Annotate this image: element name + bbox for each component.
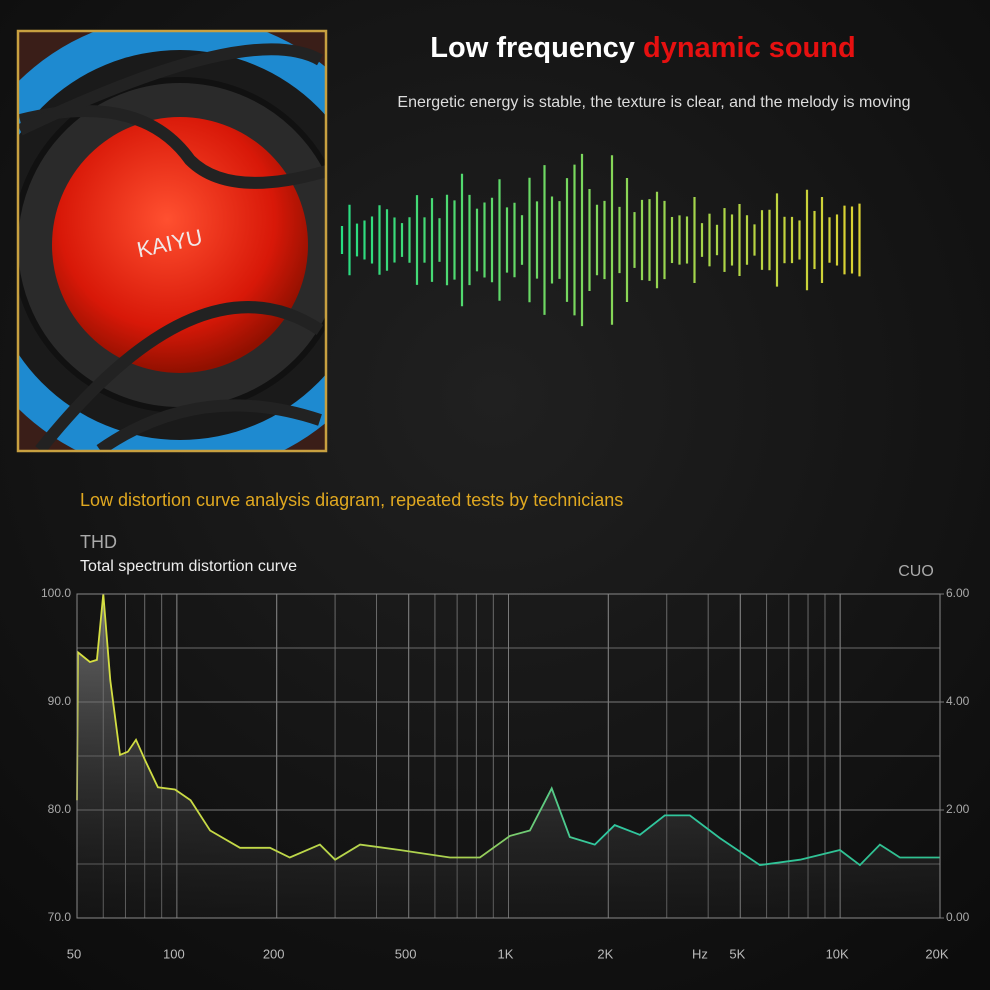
section-title: Low distortion curve analysis diagram, r… bbox=[80, 490, 623, 510]
headline-red: dynamic sound bbox=[643, 32, 856, 64]
waveform bbox=[340, 153, 861, 327]
x-tick-label: 50 bbox=[67, 946, 81, 961]
plot-frame bbox=[76, 593, 941, 919]
x-tick-label: 10K bbox=[826, 946, 849, 961]
y2-axis-label: CUO bbox=[898, 563, 934, 580]
x-tick-label: 1K bbox=[498, 946, 514, 961]
x-tick-label: 500 bbox=[395, 946, 417, 961]
speaker-photo: KAIYU bbox=[19, 32, 325, 450]
x-tick-label: 2K bbox=[597, 946, 613, 961]
x-tick-label: 5K bbox=[729, 946, 745, 961]
y2-tick-label: 6.00 bbox=[946, 586, 970, 600]
y2-tick-label: 4.00 bbox=[946, 694, 970, 708]
x-tick-label: 20K bbox=[925, 946, 948, 961]
chart-title: THD bbox=[80, 532, 117, 552]
y2-tick-label: 2.00 bbox=[946, 802, 970, 816]
series-line bbox=[76, 593, 940, 867]
y-tick-label: 100.0 bbox=[41, 586, 71, 600]
y-tick-label: 70.0 bbox=[48, 910, 72, 924]
x-tick-label: 100 bbox=[163, 946, 185, 961]
headline-subtitle: Energetic energy is stable, the texture … bbox=[397, 94, 910, 111]
y2-tick-label: 0.00 bbox=[946, 910, 970, 924]
chart-subtitle: Total spectrum distortion curve bbox=[80, 558, 297, 575]
area bbox=[77, 594, 940, 918]
photo-frame bbox=[16, 29, 328, 453]
x-tick-label: 200 bbox=[263, 946, 285, 961]
y-tick-label: 80.0 bbox=[48, 802, 72, 816]
y-tick-label: 90.0 bbox=[48, 694, 72, 708]
headline: Low frequency dynamic sound bbox=[430, 32, 855, 64]
headline-white: Low frequency bbox=[430, 32, 635, 64]
x-unit-label: Hz bbox=[692, 946, 708, 961]
